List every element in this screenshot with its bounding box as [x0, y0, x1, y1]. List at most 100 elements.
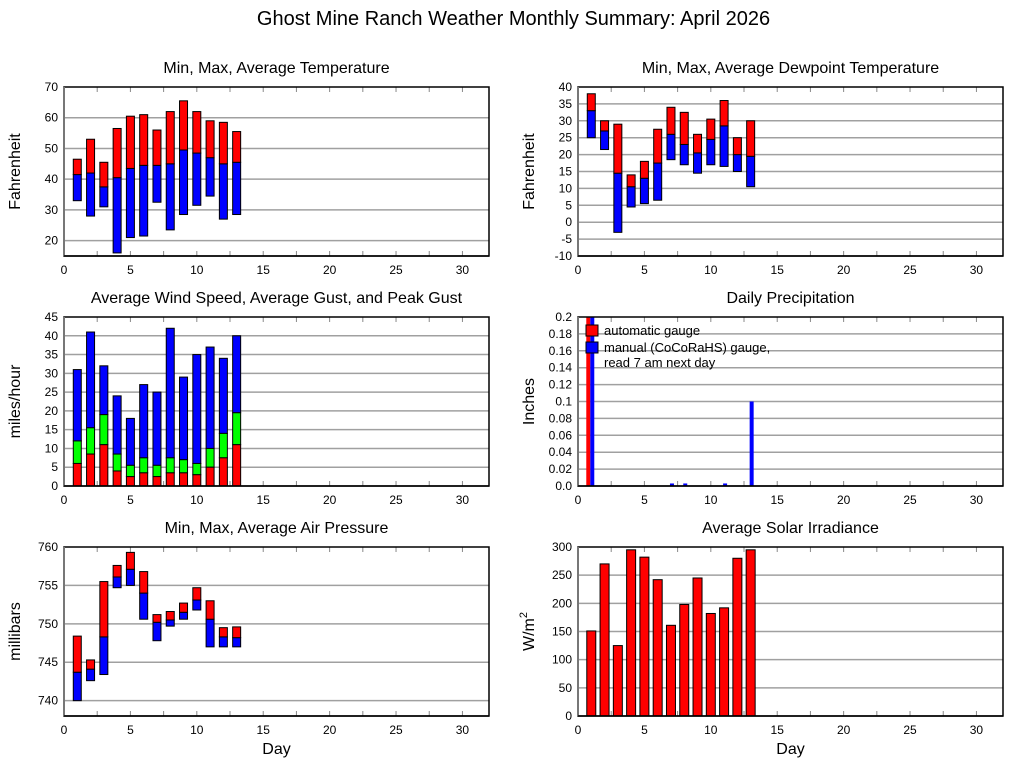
bar-min-to-average: [639, 177, 649, 205]
bar-average-to-max: [653, 128, 663, 164]
bar-min-to-average: [139, 164, 149, 237]
bar-min-to-average: [679, 143, 689, 166]
bar-average-to-max: [693, 133, 703, 154]
y-axis-label-superscript: 2: [518, 612, 530, 618]
y-tick-label: 40: [559, 80, 573, 94]
bar-min-to-average: [218, 636, 228, 648]
bar-average-gust: [152, 464, 162, 478]
x-tick-label: 30: [970, 723, 984, 737]
y-tick-label: 15: [45, 423, 59, 437]
y-tick-label: -10: [555, 249, 573, 263]
bar-min-to-average: [179, 611, 189, 620]
bar-average-wind: [152, 476, 162, 487]
y-tick-label: -5: [561, 232, 572, 246]
y-tick-label: 0.1: [555, 395, 572, 409]
x-tick-label: 25: [389, 723, 403, 737]
bar-average-to-max: [86, 659, 96, 670]
bar-min-to-average: [112, 177, 122, 254]
bar-peak-gust: [205, 346, 215, 449]
bar-min-to-average: [693, 152, 703, 174]
y-tick-label: 5: [51, 460, 58, 474]
x-tick-label: 30: [456, 723, 470, 737]
bar-min-to-average: [112, 576, 122, 589]
y-tick-label: 60: [45, 111, 59, 125]
y-tick-label: 5: [565, 198, 572, 212]
chart-pressure: Min, Max, Average Air Pressure 740 745 750 7…: [7, 520, 490, 758]
x-tick-label: 0: [575, 263, 582, 277]
x-tick-label: 5: [127, 493, 134, 507]
bar-average-to-max: [72, 635, 82, 673]
bar-peak-gust: [86, 331, 96, 429]
y-tick-label: 20: [45, 234, 59, 248]
y-tick-label: 745: [38, 655, 58, 669]
chart-title: Min, Max, Average Dewpoint Temperature: [642, 60, 939, 77]
bar-min-to-average: [626, 186, 636, 208]
bar-average-to-max: [152, 129, 162, 166]
bar-min-to-average: [99, 186, 109, 208]
bar-average-to-max: [232, 131, 242, 163]
bar-solar-irradiance: [599, 563, 610, 717]
bar-min-to-average: [72, 671, 82, 702]
bar-solar-irradiance: [745, 549, 756, 717]
bar-average-wind: [165, 472, 175, 487]
legend-label-automatic: automatic gauge: [604, 323, 700, 338]
x-axis-label: Day: [776, 741, 804, 758]
legend-swatch-manual: [585, 341, 599, 354]
y-tick-label: 20: [559, 148, 573, 162]
x-tick-label: 5: [641, 493, 648, 507]
x-tick-label: 30: [456, 263, 470, 277]
bar-average-gust: [72, 440, 82, 464]
y-axis-label: Fahrenheit: [521, 133, 538, 210]
bar-average-to-max: [205, 120, 215, 159]
x-tick-label: 5: [641, 263, 648, 277]
bar-average-to-max: [86, 138, 96, 174]
y-tick-label: 0.12: [549, 378, 573, 392]
bar-average-gust: [139, 457, 149, 474]
bar-solar-irradiance: [732, 557, 743, 717]
y-tick-label: 0.18: [549, 327, 573, 341]
bar-average-to-max: [112, 564, 122, 578]
y-tick-label: 0.08: [549, 411, 573, 425]
bar-average-to-max: [152, 614, 162, 623]
bar-average-to-max: [192, 587, 202, 601]
bar-peak-gust: [139, 384, 149, 459]
bar-average-to-max: [732, 137, 742, 156]
bar-average-to-max: [192, 111, 202, 154]
chart-title: Min, Max, Average Temperature: [163, 60, 389, 77]
bar-average-wind: [232, 444, 242, 487]
bar-solar-irradiance: [705, 612, 716, 717]
x-tick-label: 0: [61, 263, 68, 277]
y-tick-label: 50: [559, 681, 573, 695]
y-tick-label: 45: [45, 310, 59, 324]
x-tick-label: 20: [323, 723, 337, 737]
y-tick-label: 0: [565, 709, 572, 723]
x-tick-label: 25: [903, 493, 917, 507]
page-title: Ghost Mine Ranch Weather Monthly Summary…: [256, 8, 771, 30]
bar-average-wind: [192, 474, 202, 487]
x-tick-label: 5: [127, 263, 134, 277]
bar-min-to-average: [179, 149, 189, 216]
x-tick-label: 10: [704, 493, 718, 507]
bar-min-to-average: [613, 172, 623, 233]
bar-min-to-average: [165, 163, 175, 231]
y-axis-label: Fahrenheit: [7, 133, 24, 210]
y-tick-label: 250: [552, 568, 572, 582]
bar-average-to-max: [719, 100, 729, 127]
y-tick-label: 760: [38, 540, 58, 554]
bar-average-wind: [86, 453, 96, 487]
bar-peak-gust: [218, 357, 228, 434]
y-tick-label: 10: [559, 181, 573, 195]
bar-manual-gauge: [749, 401, 754, 486]
bar-min-to-average: [192, 599, 202, 611]
x-tick-label: 15: [771, 263, 785, 277]
bar-solar-irradiance: [586, 630, 597, 717]
x-tick-label: 30: [970, 263, 984, 277]
legend-label-manual-note: read 7 am next day: [604, 355, 716, 370]
chart-precipitation: Daily Precipitation 0.0 0.02 0.04 0.06 0.08 0.…: [521, 290, 1004, 507]
bar-average-to-max: [99, 581, 109, 638]
y-tick-label: 10: [45, 441, 59, 455]
bar-average-wind: [99, 444, 109, 487]
bar-average-to-max: [746, 120, 756, 157]
y-tick-label: 755: [38, 578, 58, 592]
bar-solar-irradiance: [692, 577, 703, 717]
